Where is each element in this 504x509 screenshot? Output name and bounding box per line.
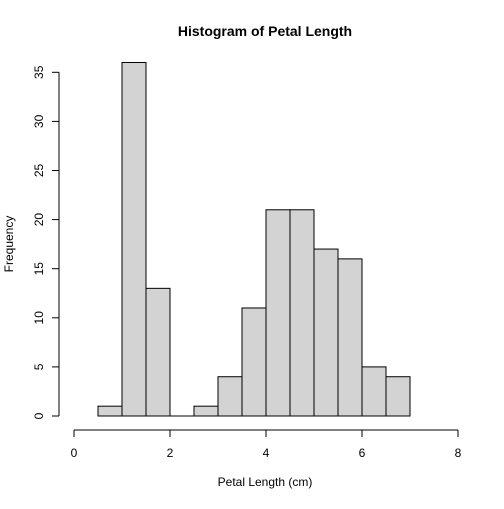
histogram-bar xyxy=(290,210,314,416)
y-tick-label: 20 xyxy=(32,213,46,227)
x-tick-label: 4 xyxy=(263,446,270,460)
y-axis: 0 5 10 15 20 25 30 35 xyxy=(32,65,59,419)
histogram-bar xyxy=(146,288,170,416)
y-tick-label: 15 xyxy=(32,262,46,276)
histogram-bar xyxy=(386,377,410,416)
histogram-bar xyxy=(122,62,146,416)
x-tick-label: 2 xyxy=(167,446,174,460)
histogram-bar xyxy=(218,377,242,416)
histogram-bar xyxy=(266,210,290,416)
y-tick-label: 30 xyxy=(32,114,46,128)
bars-group xyxy=(98,62,410,416)
histogram-bar xyxy=(98,406,122,416)
y-axis-label: Frequency xyxy=(2,216,16,273)
x-axis-label: Petal Length (cm) xyxy=(218,475,313,489)
y-tick-label: 25 xyxy=(32,164,46,178)
histogram-bar xyxy=(242,308,266,416)
y-tick-label: 5 xyxy=(32,363,46,370)
histogram-bar xyxy=(194,406,218,416)
x-tick-label: 0 xyxy=(71,446,78,460)
histogram-bar xyxy=(362,367,386,416)
y-tick-label: 0 xyxy=(32,412,46,419)
x-axis: 0 2 4 6 8 xyxy=(71,430,462,460)
y-tick-label: 35 xyxy=(32,65,46,79)
x-tick-label: 8 xyxy=(455,446,462,460)
y-tick-label: 10 xyxy=(32,311,46,325)
x-tick-label: 6 xyxy=(359,446,366,460)
histogram-bar xyxy=(314,249,338,416)
chart-title: Histogram of Petal Length xyxy=(178,23,352,39)
histogram-bar xyxy=(338,259,362,416)
